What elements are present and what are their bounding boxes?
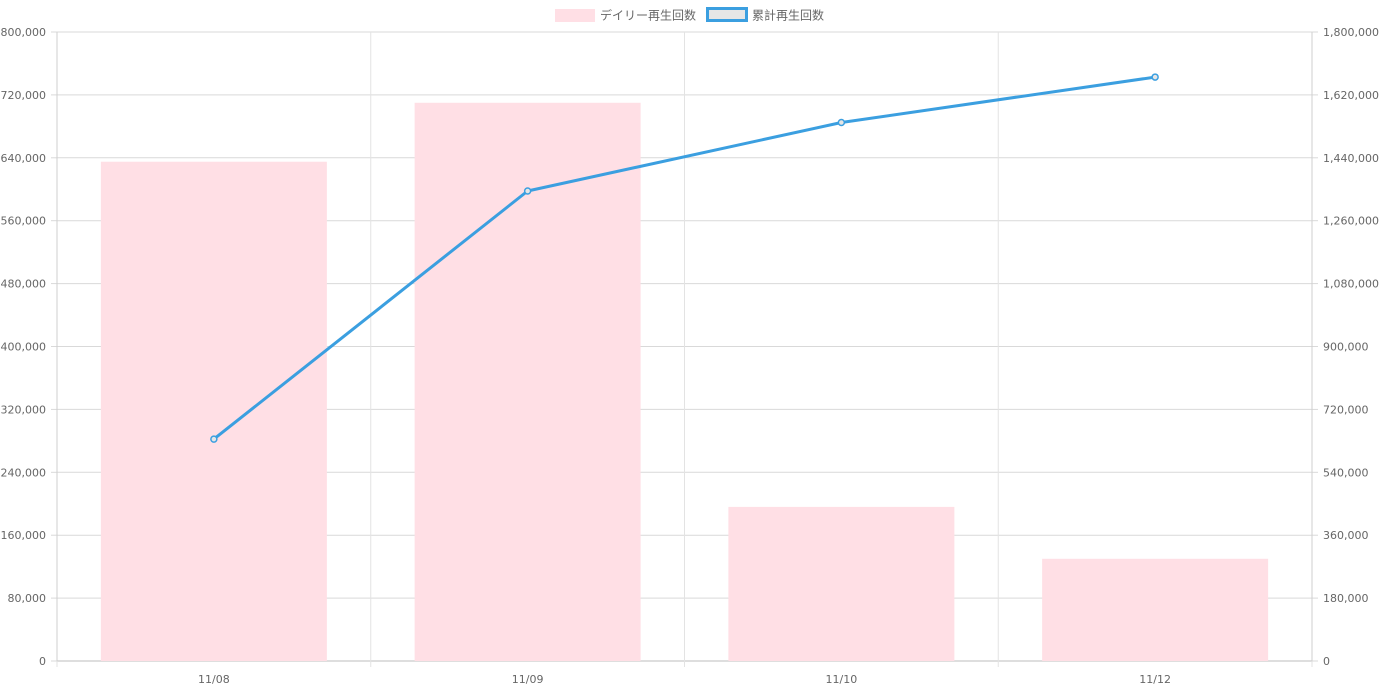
y-right-tick-label: 900,000 [1323,341,1369,354]
bar[interactable] [414,102,641,661]
x-tick-label: 11/09 [512,673,544,686]
y-left-tick-label: 560,000 [1,215,47,228]
y-right-tick-label: 1,260,000 [1323,215,1379,228]
x-tick-label: 11/12 [1139,673,1171,686]
y-left-tick-label: 480,000 [1,278,47,291]
bar[interactable] [100,161,327,661]
legend-swatch-daily [555,9,595,22]
line-point[interactable] [523,187,532,195]
bar[interactable] [1042,558,1269,661]
axis-layer: 0 80,000 160,000 240,000 320,000 400,000 480,0… [1,26,1379,686]
y-right-tick-label: 1,620,000 [1323,89,1379,102]
y-right-tick-label: 1,440,000 [1323,152,1379,165]
y-left-tick-label: 800,000 [1,26,47,39]
x-tick-label: 11/08 [198,673,230,686]
legend-label-cumulative: 累計再生回数 [752,8,824,23]
line-point[interactable] [1151,73,1159,81]
legend-item-cumulative[interactable]: 累計再生回数 [706,7,825,23]
y-left-tick-label: 640,000 [1,152,47,165]
y-left-tick-label: 720,000 [1,89,47,102]
line-point[interactable] [837,118,846,127]
y-right-tick-label: 540,000 [1323,466,1369,479]
y-left-tick-label: 240,000 [1,466,47,479]
bar[interactable] [728,506,955,661]
y-left-tick-label: 400,000 [1,341,47,354]
legend-label-daily: デイリー再生回数 [600,8,696,23]
legend: デイリー再生回数 累計再生回数 [555,7,825,23]
y-left-tick-label: 160,000 [1,529,47,542]
x-tick-label: 11/10 [826,673,858,686]
line-path [212,75,1156,441]
y-left-tick-label: 80,000 [8,592,47,605]
y-left-tick-label: 320,000 [1,403,47,416]
line-point[interactable] [210,435,218,443]
y-right-tick-label: 720,000 [1323,403,1369,416]
y-right-tick-label: 0 [1323,655,1330,668]
y-right-tick-label: 180,000 [1323,592,1369,605]
y-right-tick-label: 1,080,000 [1323,278,1379,291]
legend-item-daily[interactable]: デイリー再生回数 [555,8,696,23]
y-right-tick-label: 1,800,000 [1323,26,1379,39]
legend-swatch-cumulative [706,7,748,22]
bar-series-layer [100,102,1269,661]
y-left-tick-label: 0 [39,655,46,668]
line-series-layer [210,73,1159,443]
y-right-tick-label: 360,000 [1323,529,1369,542]
